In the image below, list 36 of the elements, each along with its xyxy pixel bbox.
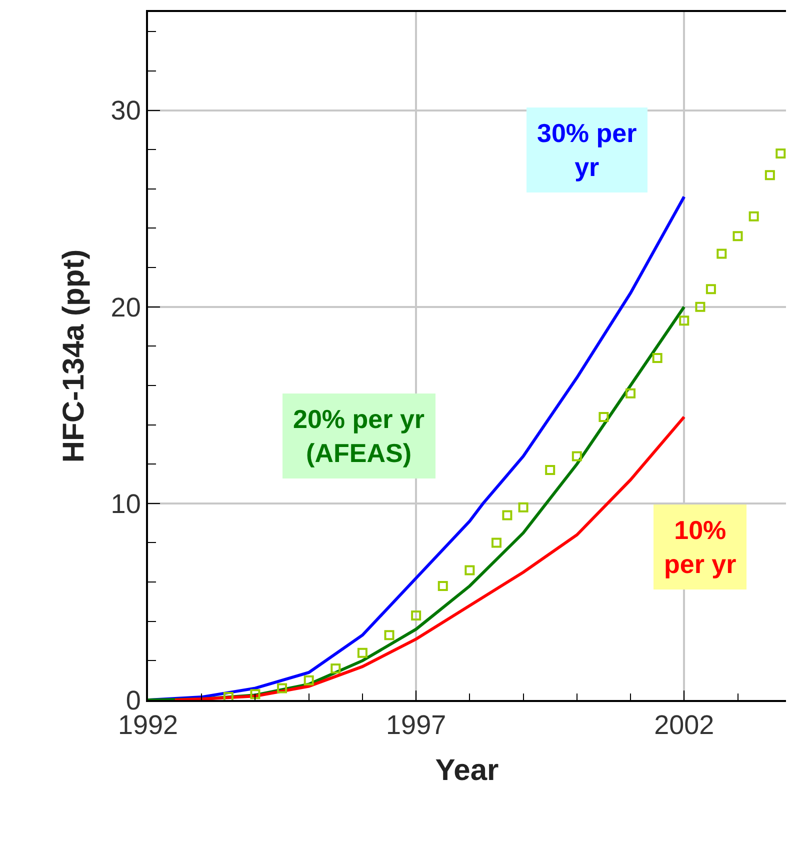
y-tick-label: 20 <box>110 292 141 322</box>
point <box>502 510 512 520</box>
series-label: 30% per yr <box>537 118 637 182</box>
point <box>250 689 260 700</box>
point <box>491 538 502 548</box>
point <box>776 148 786 159</box>
point <box>438 580 448 591</box>
point <box>464 565 475 576</box>
point <box>572 451 582 462</box>
point <box>384 630 394 640</box>
point <box>223 692 234 700</box>
point <box>545 465 556 476</box>
y-tick-label: 30 <box>110 96 141 126</box>
point <box>518 502 528 512</box>
point <box>626 388 636 398</box>
x-tick-label: 1997 <box>386 710 446 740</box>
point <box>411 610 422 620</box>
x-tick-label: 2002 <box>654 710 714 740</box>
point <box>330 664 341 674</box>
x-axis-title: Year <box>435 754 500 788</box>
y-axis-title: HFC-134a (ppt) <box>57 249 90 463</box>
y-tick-label: 10 <box>110 488 141 519</box>
series-label: 10% per yr <box>664 515 736 579</box>
point <box>764 170 775 180</box>
point <box>357 648 368 658</box>
point <box>695 302 706 312</box>
point <box>716 248 727 259</box>
point <box>732 231 743 242</box>
point <box>652 352 662 363</box>
text: 20% per yr (AFEAS) <box>293 404 425 468</box>
point <box>679 316 690 326</box>
point <box>277 683 288 694</box>
point <box>304 675 314 686</box>
point <box>598 412 609 422</box>
point <box>748 211 759 222</box>
point <box>706 284 716 294</box>
